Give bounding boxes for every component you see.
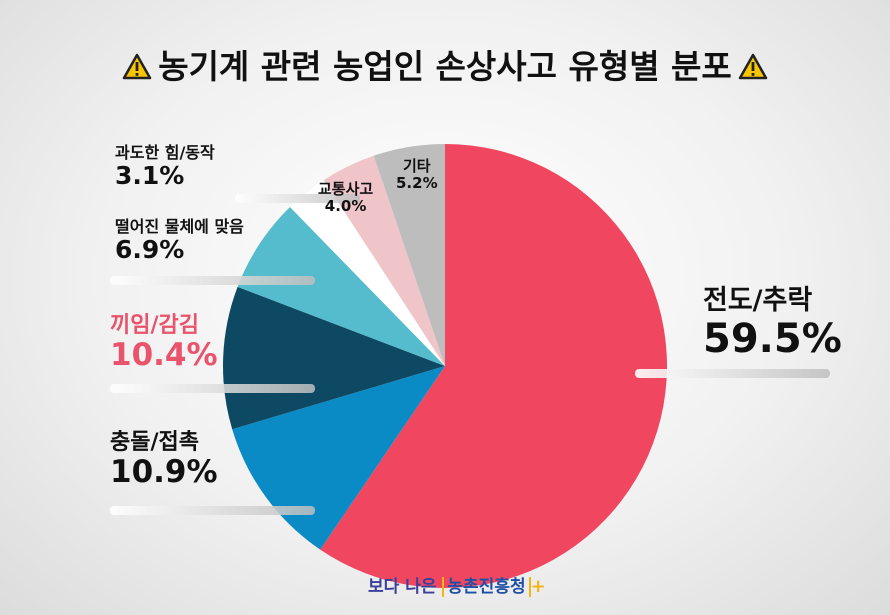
warning-icon (122, 53, 152, 80)
chart-title: 농기계 관련 농업인 손상사고 유형별 분포 (158, 47, 732, 86)
rda-logo: 보다 나은 농촌진흥청 + (368, 572, 546, 597)
slice-value: 6.9% (115, 235, 185, 265)
slice-label-collision: 충돌/접촉 10.9% (110, 430, 218, 491)
slice-name: 기타 (403, 157, 431, 175)
logo-plus: + (530, 576, 546, 597)
pie-slice-0 (320, 144, 667, 588)
leader-bar (110, 384, 315, 393)
slice-label-traffic: 교통사고 4.0% (318, 180, 374, 216)
logo-text: 보다 나은 (368, 577, 437, 597)
leader-bar (635, 369, 830, 378)
slice-value: 10.9% (110, 454, 218, 491)
slice-value: 10.4% (110, 337, 218, 374)
leader-bar (110, 506, 315, 515)
pie-slice-3 (237, 207, 445, 366)
slice-value: 3.1% (115, 161, 185, 191)
slice-value: 4.0% (324, 197, 367, 216)
leader-bar (235, 194, 360, 203)
slice-name: 끼임/감김 (110, 313, 199, 338)
pie-slice-4 (290, 180, 445, 366)
page-title: 농기계 관련 농업인 손상사고 유형별 분포 (0, 40, 890, 88)
leader-bar (110, 276, 315, 285)
slice-name: 떨어진 물체에 맞음 (115, 217, 244, 236)
logo-text: 농촌진흥청 (442, 577, 531, 597)
pie-slice-1 (232, 366, 445, 550)
pie-slice-6 (373, 144, 445, 366)
slice-label-fall: 전도/추락 59.5% (703, 285, 842, 362)
pie-slice-2 (223, 286, 445, 430)
slice-name: 교통사고 (318, 180, 374, 198)
slice-label-struck-by-object: 떨어진 물체에 맞음 6.9% (115, 217, 244, 265)
pie-slice-5 (323, 155, 445, 366)
slice-label-overexertion: 과도한 힘/동작 3.1% (115, 143, 215, 191)
slice-label-other: 기타 5.2% (396, 157, 438, 193)
slice-value: 59.5% (703, 316, 842, 363)
slice-name: 전도/추락 (703, 285, 813, 316)
warning-icon (738, 53, 768, 80)
slice-name: 충돌/접촉 (110, 430, 199, 455)
slice-name: 과도한 힘/동작 (115, 143, 215, 162)
slice-value: 5.2% (396, 174, 438, 193)
slice-label-caught: 끼임/감김 10.4% (110, 313, 218, 374)
